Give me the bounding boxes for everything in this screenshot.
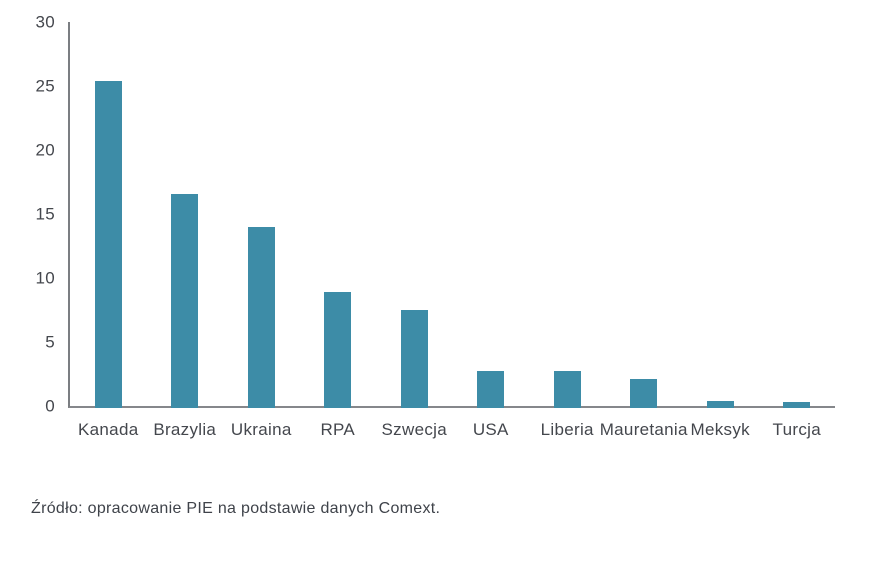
- y-tick-label: 0: [45, 396, 55, 416]
- x-category-label: USA: [472, 420, 509, 439]
- y-tick-label: 20: [35, 140, 55, 160]
- y-tick-label: 15: [35, 204, 55, 224]
- bar-kanada: [94, 80, 122, 408]
- y-tick-label: 5: [45, 332, 55, 352]
- bar-ukraina: [247, 226, 275, 408]
- bar-usa: [477, 371, 505, 408]
- x-category-label: Kanada: [78, 420, 139, 439]
- y-tick-label: 10: [35, 268, 55, 288]
- bar-turcja: [783, 402, 811, 408]
- y-tick-label: 30: [35, 12, 55, 32]
- x-category-label: Szwecja: [381, 420, 447, 439]
- x-category-label: Turcja: [772, 420, 821, 439]
- x-category-label: Liberia: [540, 420, 594, 439]
- x-category-label: Mauretania: [599, 420, 688, 439]
- y-tick-label: 25: [35, 76, 55, 96]
- bar-meksyk: [706, 400, 734, 408]
- plot-area: 0 5 10 15 20 25 30 Kanada Brazylia Ukraina RPA Szwe…: [35, 14, 835, 438]
- bar-rpa: [324, 292, 352, 408]
- bar-brazylia: [171, 193, 199, 408]
- bar-mauretania: [630, 379, 658, 408]
- source-note: Źródło: opracowanie PIE na podstawie dan…: [31, 500, 441, 517]
- bar-szwecja: [400, 310, 428, 408]
- x-category-label: Brazylia: [153, 420, 217, 439]
- x-category-label: Ukraina: [230, 420, 292, 439]
- bar-liberia: [553, 371, 581, 408]
- x-category-label: RPA: [320, 420, 356, 439]
- x-category-label: Meksyk: [690, 420, 750, 439]
